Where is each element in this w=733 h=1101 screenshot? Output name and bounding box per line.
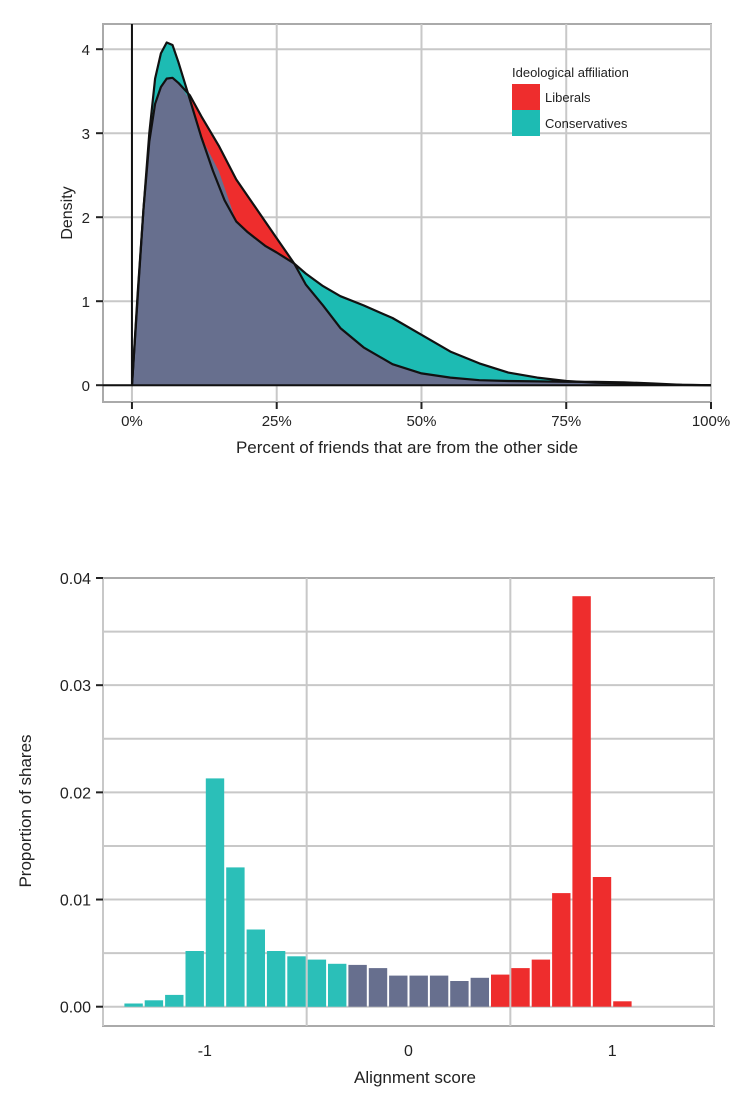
density-y-axis: 0 1 2 3 4 — [82, 42, 103, 395]
density-x-axis-title: Percent of friends that are from the oth… — [236, 438, 578, 457]
histogram-plot-frame — [102, 577, 715, 1027]
histogram-x-tick-label: -1 — [198, 1043, 212, 1060]
density-x-tick-label: 75% — [551, 413, 581, 430]
histogram-bar-conservative — [287, 956, 306, 1007]
histogram-y-tick-label: 0.01 — [60, 893, 91, 910]
histogram-bar-liberal — [572, 596, 591, 1007]
histogram-x-axis-title: Alignment score — [354, 1068, 476, 1087]
histogram-bar-conservative — [205, 778, 225, 1007]
histogram-grid — [102, 578, 715, 1026]
histogram-bar-neutral — [429, 975, 449, 1007]
density-chart: 0 1 2 3 4 0% 25% 50% 75% 100% Percent of friends… — [59, 23, 730, 457]
density-x-tick-label: 50% — [406, 413, 436, 430]
histogram-bar-conservative — [328, 963, 347, 1007]
legend-label-conservatives: Conservatives — [545, 116, 628, 131]
histogram-bar-conservative — [144, 1000, 164, 1007]
histogram-bar-liberal — [511, 968, 530, 1007]
density-areas — [103, 24, 712, 387]
histogram-bar-neutral — [348, 964, 367, 1007]
density-y-tick-label: 2 — [82, 210, 90, 227]
overlap-density-area — [131, 77, 711, 386]
conservatives-density-line — [130, 41, 712, 387]
legend-swatch-liberals — [512, 84, 540, 110]
histogram-bar-neutral — [470, 977, 489, 1007]
histogram-bar-conservative — [165, 994, 184, 1007]
histogram-bars — [124, 596, 632, 1007]
histogram-bar-conservative — [226, 867, 245, 1007]
histogram-bar-neutral — [450, 981, 469, 1007]
histogram-bar-liberal — [592, 877, 612, 1007]
density-legend: Ideological affiliation Liberals Conserv… — [512, 65, 629, 136]
density-y-tick-label: 0 — [82, 378, 90, 395]
density-x-tick-label: 25% — [262, 413, 292, 430]
histogram-bar-conservative — [266, 951, 286, 1007]
histogram-y-tick-label: 0.04 — [60, 571, 91, 588]
density-y-tick-label: 4 — [82, 42, 90, 59]
legend-label-liberals: Liberals — [545, 90, 591, 105]
density-y-tick-label: 1 — [82, 294, 90, 311]
legend-title: Ideological affiliation — [512, 65, 629, 80]
histogram-bar-conservative — [307, 959, 327, 1007]
liberals-density-line — [130, 76, 712, 387]
density-y-tick-label: 3 — [82, 126, 90, 143]
density-x-tick-label: 100% — [692, 413, 730, 430]
histogram-y-axis: 0.00 0.01 0.02 0.03 0.04 — [60, 571, 103, 1017]
histogram-bar-liberal — [531, 959, 551, 1007]
legend-swatch-conservatives — [512, 110, 540, 136]
histogram-bar-neutral — [389, 975, 408, 1007]
histogram-bar-liberal — [613, 1001, 632, 1007]
histogram-x-tick-label: 0 — [404, 1043, 413, 1060]
histogram-bar-conservative — [124, 1003, 143, 1007]
histogram-x-axis: -1 0 1 — [198, 1043, 617, 1060]
histogram-y-tick-label: 0.00 — [60, 1000, 91, 1017]
histogram-bar-neutral — [368, 968, 388, 1007]
histogram-bar-conservative — [185, 951, 204, 1007]
histogram-bar-liberal — [491, 974, 510, 1007]
histogram-x-tick-label: 1 — [608, 1043, 617, 1060]
density-y-axis-title: Density — [59, 186, 76, 239]
histogram-y-axis-title: Proportion of shares — [16, 734, 35, 887]
histogram-y-tick-label: 0.03 — [60, 678, 91, 695]
histogram-bar-neutral — [409, 975, 428, 1007]
histogram-bar-conservative — [246, 929, 265, 1007]
histogram-bar-liberal — [552, 893, 571, 1007]
density-x-axis: 0% 25% 50% 75% 100% — [121, 402, 730, 430]
density-x-tick-label: 0% — [121, 413, 143, 430]
histogram-y-tick-label: 0.02 — [60, 785, 91, 802]
